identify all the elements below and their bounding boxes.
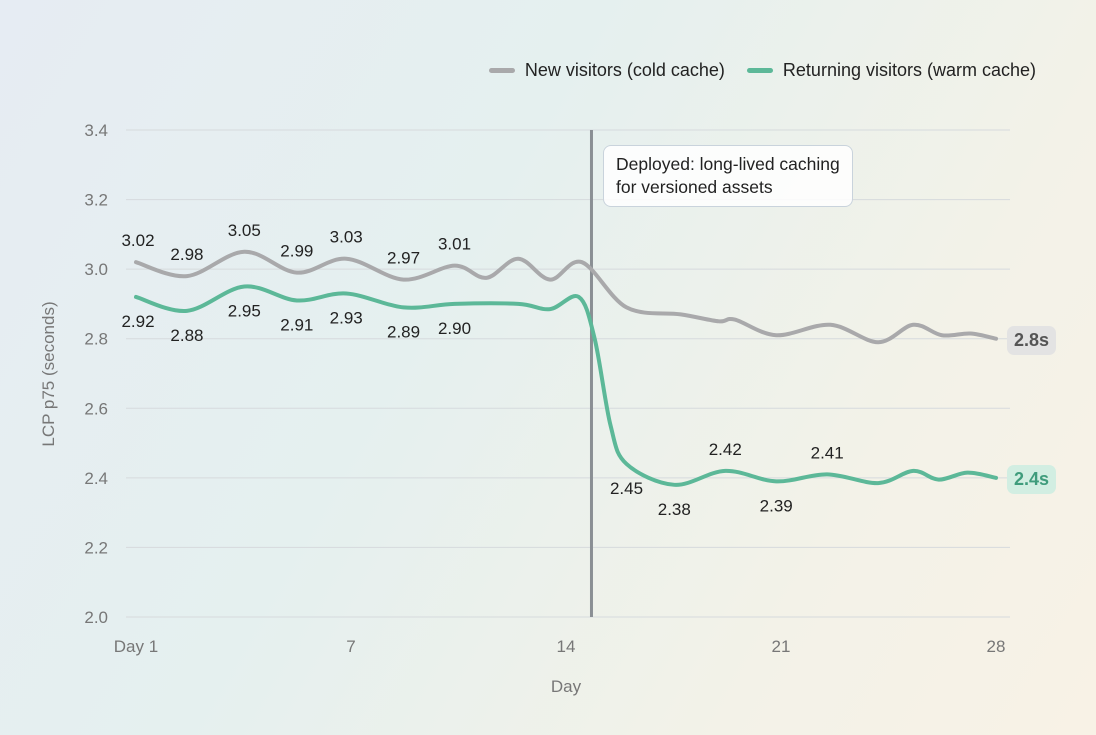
data-label: 2.97 — [387, 249, 420, 268]
y-tick-label: 2.8 — [84, 330, 108, 349]
data-label: 2.39 — [760, 496, 793, 515]
end-badge-returning: 2.4s — [1007, 465, 1057, 494]
data-label: 2.95 — [228, 302, 261, 321]
legend-item-new[interactable]: New visitors (cold cache) — [488, 60, 725, 81]
deploy-annotation: Deployed: long-lived caching for version… — [603, 145, 853, 207]
data-label: 2.93 — [330, 308, 363, 327]
legend: New visitors (cold cache) Returning visi… — [488, 60, 1036, 81]
end-badge-new: 2.8s — [1007, 326, 1057, 355]
y-tick-label: 3.0 — [84, 260, 108, 279]
data-label: 3.05 — [228, 221, 261, 240]
y-tick-label: 3.2 — [84, 191, 108, 210]
data-label: 2.99 — [280, 242, 313, 261]
annotation-line-2: for versioned assets — [616, 177, 773, 197]
data-label: 3.02 — [121, 231, 154, 250]
legend-label-new: New visitors (cold cache) — [524, 60, 725, 80]
legend-swatch-returning — [746, 68, 773, 73]
x-axis-title: Day — [551, 677, 582, 696]
series-line-1 — [134, 284, 998, 487]
legend-label-returning: Returning visitors (warm cache) — [782, 60, 1036, 80]
x-tick-label: Day 1 — [114, 637, 158, 656]
legend-item-returning[interactable]: Returning visitors (warm cache) — [746, 60, 1036, 81]
series-line-0 — [134, 249, 998, 345]
y-tick-label: 2.2 — [84, 538, 108, 557]
x-tick-label: 21 — [772, 637, 791, 656]
x-tick-label: 14 — [557, 637, 576, 656]
data-label: 2.41 — [811, 443, 844, 462]
legend-swatch-new — [488, 68, 515, 73]
x-tick-label: 28 — [987, 637, 1006, 656]
annotation-line-1: Deployed: long-lived caching — [616, 154, 840, 174]
y-tick-label: 2.6 — [84, 399, 108, 418]
data-label: 2.90 — [438, 319, 471, 338]
data-label: 2.88 — [170, 326, 203, 345]
data-label: 2.38 — [658, 500, 691, 519]
data-label: 2.89 — [387, 322, 420, 341]
data-label: 2.45 — [610, 479, 643, 498]
y-axis-title: LCP p75 (seconds) — [39, 301, 58, 446]
data-label: 2.91 — [280, 315, 313, 334]
data-label: 2.92 — [121, 312, 154, 331]
y-tick-label: 2.4 — [84, 469, 108, 488]
data-label: 2.98 — [170, 245, 203, 264]
y-tick-label: 2.0 — [84, 608, 108, 627]
data-label: 3.01 — [438, 235, 471, 254]
data-label: 2.42 — [709, 440, 742, 459]
x-tick-label: 7 — [346, 637, 355, 656]
y-tick-label: 3.4 — [84, 121, 108, 140]
data-label: 3.03 — [330, 228, 363, 247]
